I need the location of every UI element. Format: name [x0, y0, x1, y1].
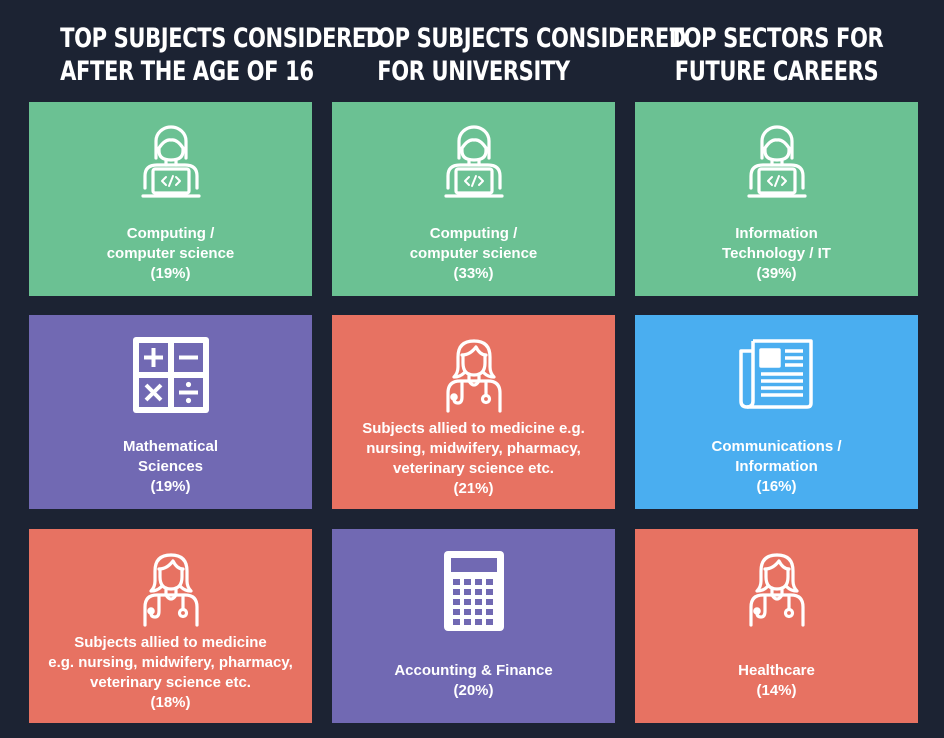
tile-label: Communications / Information (16%): [641, 437, 912, 497]
tile-percent: (14%): [756, 682, 797, 699]
tile-label: Healthcare (14%): [641, 661, 912, 701]
tile-label-line: computer science: [409, 245, 538, 262]
title-line: FOR UNIVERSITY: [377, 56, 570, 87]
subject-tile: Subjects allied to medicine e.g. nursing,…: [29, 529, 312, 723]
coder-icon: [29, 124, 312, 202]
tile-label-line: Accounting & Finance: [394, 662, 553, 679]
tile-label-line: Information: [735, 225, 818, 242]
tile-label-line: nursing, midwifery, pharmacy,: [366, 440, 581, 457]
coder-icon: [332, 124, 615, 202]
tile-percent: (16%): [756, 478, 797, 495]
title-line: TOP SECTORS FOR: [669, 23, 884, 54]
tile-label-line: computer science: [106, 245, 235, 262]
coder-icon: [635, 124, 918, 202]
subject-tile: Subjects allied to medicine e.g. nursing,…: [332, 315, 615, 509]
tile-label-line: veterinary science etc.: [90, 674, 251, 691]
tile-label-line: Information: [735, 458, 818, 475]
math-symbols-icon: [29, 337, 312, 413]
tile-label-line: veterinary science etc.: [393, 460, 554, 477]
tile-percent: (18%): [150, 694, 191, 711]
tile-label-line: Computing /: [126, 225, 215, 242]
column-title-age-16: TOP SUBJECTS CONSIDERED AFTER THE AGE OF…: [60, 22, 384, 88]
calculator-icon: [332, 551, 615, 631]
tile-label-line: Technology / IT: [722, 245, 831, 262]
tile-percent: (19%): [150, 478, 191, 495]
title-line: TOP SUBJECTS CONSIDERED: [363, 23, 687, 54]
title-line: FUTURE CAREERS: [674, 56, 879, 87]
tile-percent: (39%): [756, 265, 797, 282]
tile-label-line: Healthcare: [738, 662, 815, 679]
subject-tile: Communications / Information (16%): [635, 315, 918, 509]
title-line: TOP SUBJECTS CONSIDERED: [60, 23, 384, 54]
tile-label: Subjects allied to medicine e.g. nursing,…: [35, 633, 306, 713]
tile-label: Information Technology / IT (39%): [641, 224, 912, 284]
tile-label-line: Subjects allied to medicine: [74, 634, 267, 651]
newspaper-icon: [635, 337, 918, 409]
tile-percent: (21%): [453, 480, 494, 497]
tile-percent: (20%): [453, 682, 494, 699]
tile-percent: (19%): [150, 265, 191, 282]
tile-label-line: Mathematical: [122, 438, 219, 455]
tile-label-line: Communications /: [711, 438, 842, 455]
tile-label-line: e.g. nursing, midwifery, pharmacy,: [48, 654, 293, 671]
tile-label-line: Sciences: [137, 458, 204, 475]
subject-tile: Mathematical Sciences (19%): [29, 315, 312, 509]
tile-label: Mathematical Sciences (19%): [35, 437, 306, 497]
doctor-icon: [332, 337, 615, 413]
subject-tile: Accounting & Finance (20%): [332, 529, 615, 723]
doctor-icon: [635, 551, 918, 627]
tile-label: Computing / computer science (33%): [338, 224, 609, 284]
tile-label-line: Subjects allied to medicine e.g.: [362, 420, 585, 437]
column-title-university: TOP SUBJECTS CONSIDERED FOR UNIVERSITY: [363, 22, 687, 88]
title-line: AFTER THE AGE OF 16: [60, 56, 314, 87]
subject-tile: Computing / computer science (19%): [29, 102, 312, 296]
tile-label: Subjects allied to medicine e.g. nursing,…: [338, 419, 609, 499]
tile-label-line: Computing /: [429, 225, 518, 242]
tile-label: Accounting & Finance (20%): [338, 661, 609, 701]
tile-label: Computing / computer science (19%): [35, 224, 306, 284]
doctor-icon: [29, 551, 312, 627]
column-title-careers: TOP SECTORS FOR FUTURE CAREERS: [666, 22, 887, 88]
subject-tile: Computing / computer science (33%): [332, 102, 615, 296]
subject-tile: Information Technology / IT (39%): [635, 102, 918, 296]
subject-tile: Healthcare (14%): [635, 529, 918, 723]
tile-percent: (33%): [453, 265, 494, 282]
